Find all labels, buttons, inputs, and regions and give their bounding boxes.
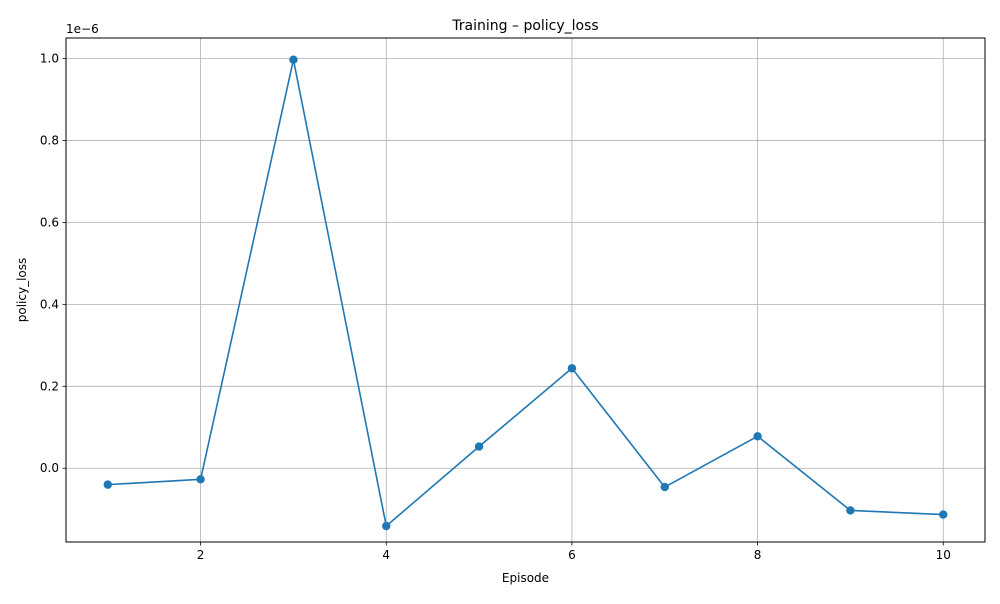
x-tick-label: 10 — [936, 548, 951, 562]
y-tick-label: 0.2 — [40, 379, 59, 393]
series-line — [107, 58, 944, 527]
data-point — [567, 364, 577, 373]
data-point — [846, 506, 855, 515]
data-point — [753, 432, 762, 441]
chart-title: Training – policy_loss — [451, 18, 598, 34]
y-tick-label: 0.0 — [40, 461, 59, 475]
data-point — [382, 521, 391, 531]
data-point — [474, 442, 484, 451]
plot-area-frame — [65, 37, 986, 543]
grid-lines — [66, 38, 985, 542]
data-point — [196, 475, 205, 484]
y-tick-label: 0.4 — [40, 297, 59, 311]
axis-ticks: 2 4 6 8 10 0.0 0.2 0.4 0.6 0.8 1.0 — [40, 51, 951, 562]
data-point — [103, 480, 112, 489]
x-tick-label: 4 — [382, 548, 390, 562]
x-tick-label: 8 — [754, 548, 762, 562]
x-axis-label: Episode — [502, 571, 549, 585]
x-tick-label: 2 — [197, 548, 205, 562]
y-tick-label: 1.0 — [40, 51, 59, 65]
y-axis-label: policy_loss — [15, 258, 29, 323]
data-point — [289, 55, 298, 64]
data-point — [660, 482, 669, 492]
y-tick-label: 0.6 — [40, 215, 59, 229]
data-point — [939, 510, 948, 519]
series-layer — [103, 55, 948, 531]
y-axis-offset-label: 1e−6 — [66, 22, 99, 36]
y-tick-label: 0.8 — [40, 133, 59, 147]
x-tick-label: 6 — [568, 548, 576, 562]
